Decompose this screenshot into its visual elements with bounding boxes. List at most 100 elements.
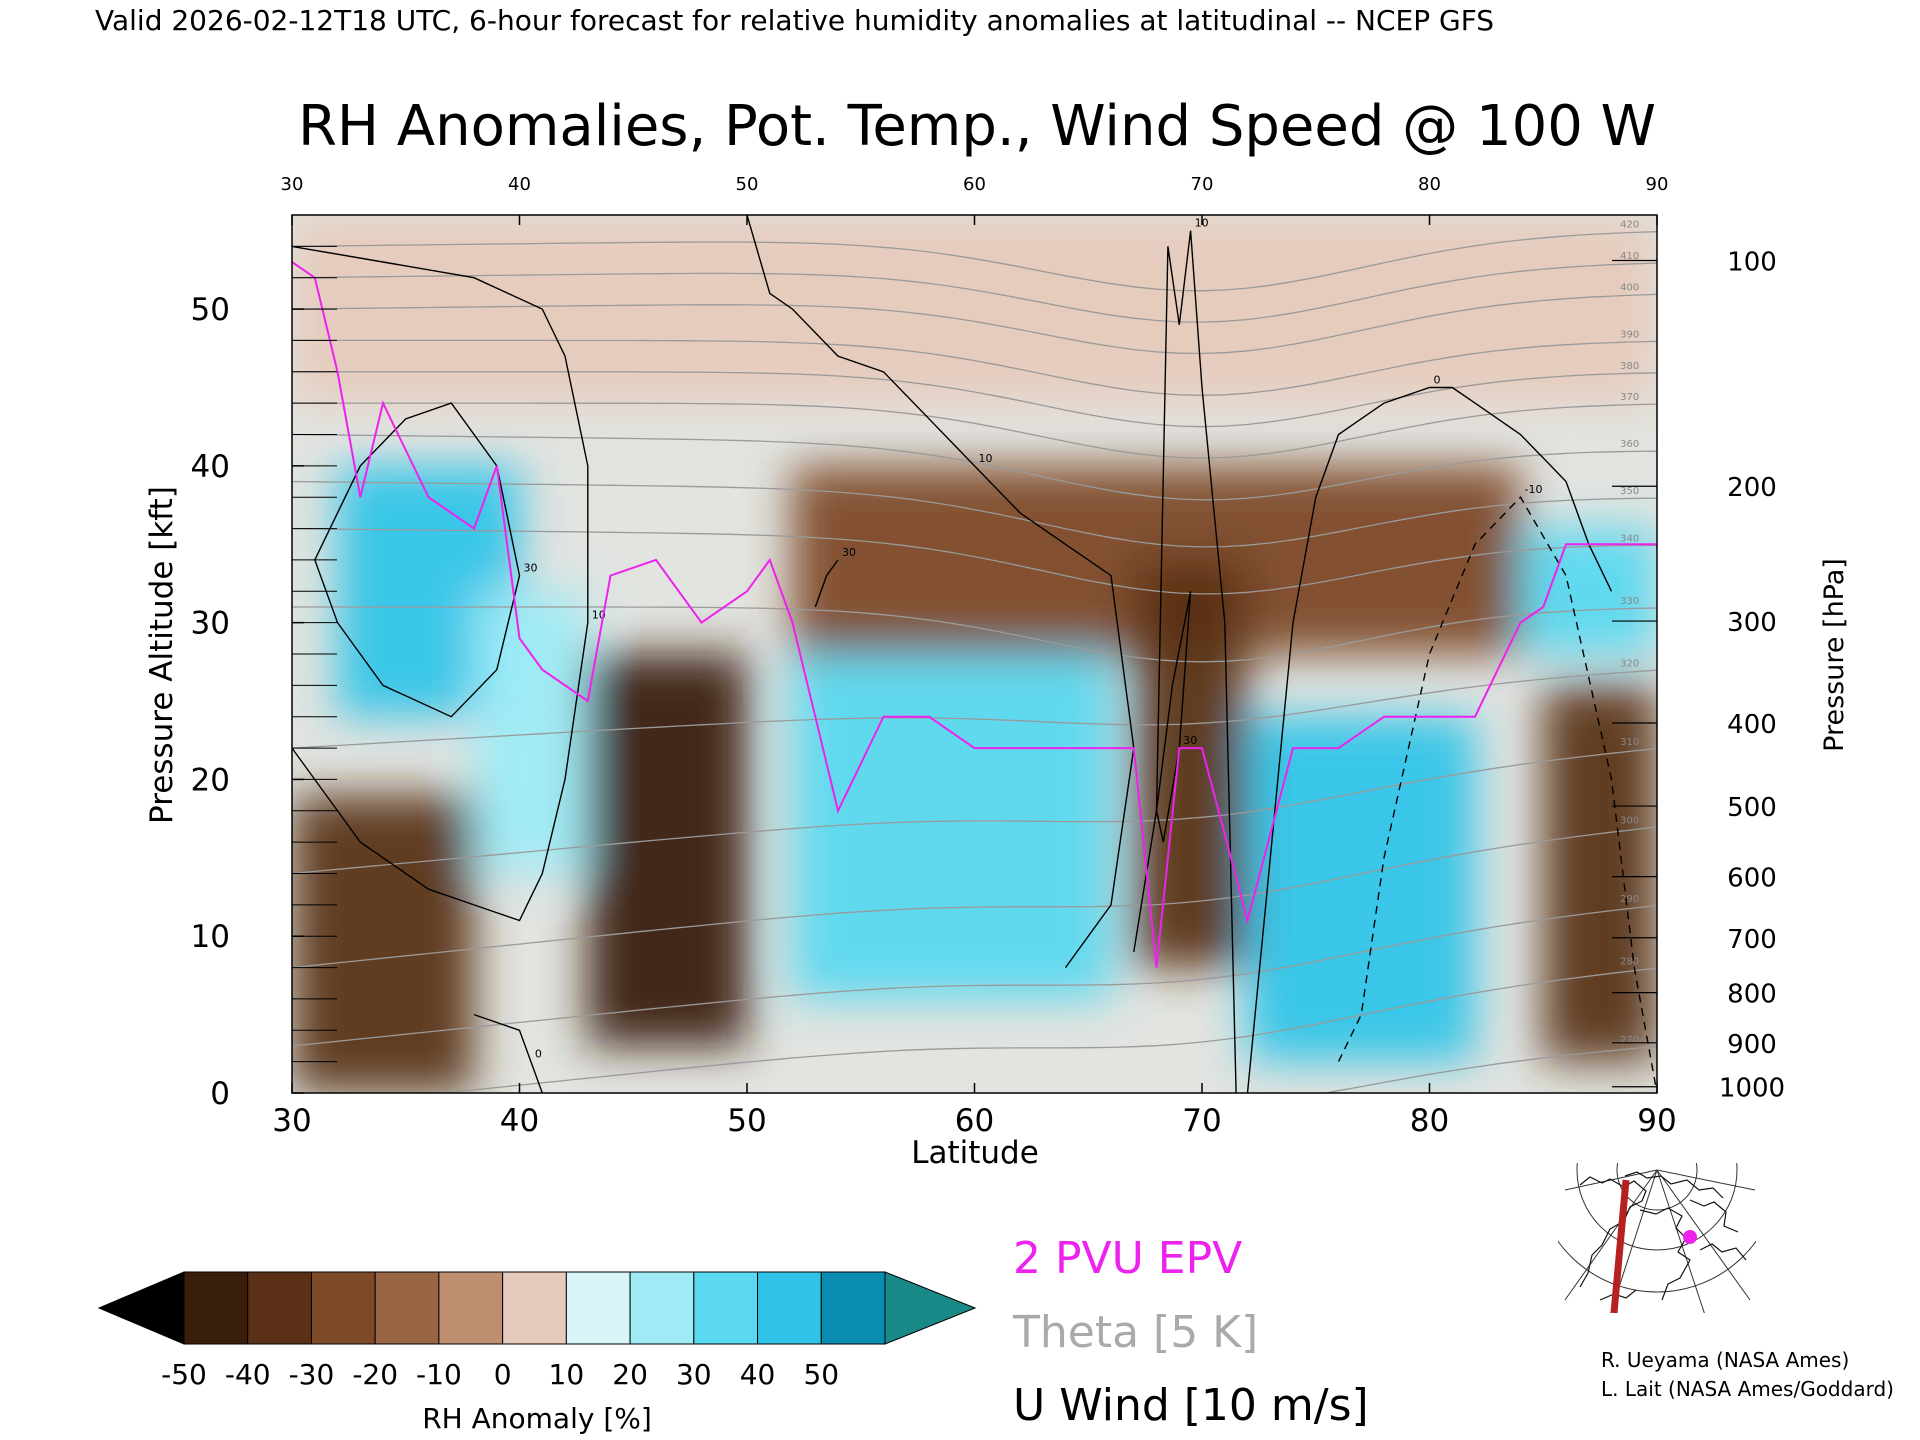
colorbar-swatch-7 (629, 1271, 695, 1345)
theta-label-400: 400 (1620, 282, 1639, 293)
u-wind-contour-3 (292, 245, 589, 922)
theta-contour-300 (292, 826, 1657, 969)
colorbar-swatch-9 (757, 1271, 822, 1345)
colorbar-under-arrow (97, 1271, 185, 1345)
x-tick-label-30: 30 (272, 1103, 311, 1139)
x-top-tick-label-60: 60 (963, 174, 986, 195)
colorbar-tick-label-10: 50 (803, 1358, 839, 1391)
rh-region-moist-upper-polar (1520, 528, 1657, 654)
y-tick-label-40: 40 (191, 449, 230, 485)
x-top-tick-label-80: 80 (1418, 174, 1441, 195)
location-marker (1683, 1230, 1697, 1244)
colorbar-tick-label-4: -10 (416, 1358, 462, 1391)
theta-contour-410 (292, 262, 1657, 323)
pv2-line-group (292, 261, 1657, 968)
colorbar-swatch-6 (565, 1271, 631, 1345)
theta-label-290: 290 (1620, 894, 1639, 905)
locator-map (1558, 1163, 1756, 1313)
u-wind-contour-1 (814, 559, 839, 608)
valid-line: Valid 2026-02-12T18 UTC, 6-hour forecast… (95, 4, 1494, 37)
rh-region-moist-52-66N (792, 654, 1111, 999)
theta-label-370: 370 (1620, 392, 1639, 403)
colorbar-swatch-1 (247, 1271, 312, 1345)
theta-label-310: 310 (1620, 737, 1639, 748)
chart-title: RH Anomalies, Pot. Temp., Wind Speed @ 1… (298, 94, 1656, 159)
p-tick-label-900: 900 (1727, 1030, 1777, 1060)
plot-area: 2702802903003103203303403503603703803904… (291, 214, 1658, 1094)
p-tick-label-800: 800 (1727, 980, 1777, 1010)
x-top-tick-label-30: 30 (281, 174, 304, 195)
x-tick-label-50: 50 (727, 1103, 766, 1139)
u-wind-contour-8 (1337, 496, 1657, 1093)
theta-contour-360 (292, 433, 1657, 501)
y2-axis-label: Pressure [hPa] (1819, 558, 1850, 752)
theta-contour-350 (292, 480, 1657, 548)
p-tick-label-100: 100 (1727, 247, 1777, 277)
colorbar-tick-label-1: -40 (225, 1358, 271, 1391)
theta-label-300: 300 (1620, 815, 1639, 826)
x-top-tick-label-50: 50 (736, 174, 759, 195)
u-wind-label-4: 10 (979, 452, 993, 465)
rh-anomaly-field (292, 215, 1657, 1093)
colorbar-swatch-0 (183, 1271, 249, 1345)
y-tick-label-20: 20 (191, 762, 230, 798)
rh-region-stratosphere-neutral (292, 215, 1657, 404)
legend-pv: 2 PVU EPV (1013, 1233, 1242, 1284)
colorbar-swatch-8 (693, 1271, 759, 1345)
colorbar-tick-label-9: 40 (740, 1358, 776, 1391)
theta-contour-270 (1322, 1045, 1657, 1093)
x-top-tick-label-70: 70 (1191, 174, 1214, 195)
theta-label-320: 320 (1620, 659, 1639, 670)
theta-label-270: 270 (1620, 1035, 1639, 1046)
theta-contour-290 (292, 904, 1657, 1047)
u-wind-label-1: 30 (842, 546, 856, 559)
u-wind-contour-5 (1133, 230, 1237, 1093)
theta-contour-370 (292, 402, 1657, 459)
axes: 3030404050506060707080809090010203040501… (191, 174, 1786, 1139)
u-wind-label-7: 0 (535, 1048, 542, 1061)
p-tick-label-1000: 1000 (1719, 1074, 1785, 1104)
theta-contour-330 (292, 606, 1657, 663)
colorbar-tick-label-5: 0 (494, 1358, 512, 1391)
colorbar: -50 -40 -30 -20 -10 0 10 20 30 40 50 (97, 1271, 977, 1391)
x-top-tick-label-90: 90 (1646, 174, 1669, 195)
x-tick-label-40: 40 (500, 1103, 539, 1139)
x-tick-label-90: 90 (1637, 1103, 1676, 1139)
credit-line-1: R. Ueyama (NASA Ames) (1601, 1348, 1849, 1372)
u-wind-contour-6 (1246, 386, 1613, 1093)
theta-contour-340 (292, 527, 1657, 595)
y-tick-label-30: 30 (191, 606, 230, 642)
theta-label-420: 420 (1620, 220, 1639, 231)
theta-contour-400 (292, 293, 1657, 355)
rh-region-dry-tongue-45N (587, 654, 747, 1046)
colorbar-swatch-10 (820, 1271, 886, 1345)
theta-label-410: 410 (1620, 251, 1639, 262)
colorbar-tick-label-8: 30 (676, 1358, 712, 1391)
u-wind-contour-0 (314, 402, 521, 718)
colorbar-over-arrow (884, 1271, 977, 1345)
x-axis-label: Latitude (911, 1135, 1039, 1171)
theta-label-280: 280 (1620, 957, 1639, 968)
p-tick-label-400: 400 (1727, 710, 1777, 740)
theta-contour-390 (292, 339, 1657, 396)
x-tick-label-60: 60 (955, 1103, 994, 1139)
p-tick-label-300: 300 (1727, 608, 1777, 638)
y-tick-label-0: 0 (210, 1076, 230, 1112)
p-tick-label-600: 600 (1727, 864, 1777, 894)
theta-label-390: 390 (1620, 329, 1639, 340)
theta-label-330: 330 (1620, 596, 1639, 607)
u-wind-label-8: -10 (1525, 483, 1543, 496)
rh-region-dry-86-90N (1543, 685, 1657, 1062)
u-wind-contour-7 (473, 1013, 543, 1093)
colorbar-tick-label-3: -20 (352, 1358, 398, 1391)
theta-label-380: 380 (1620, 361, 1639, 372)
u-wind-label-2: 30 (1183, 734, 1197, 747)
y-tick-label-10: 10 (191, 919, 230, 955)
p-tick-label-500: 500 (1727, 793, 1777, 823)
y-axis-label: Pressure Altitude [kft] (144, 486, 180, 824)
colorbar-tick-label-2: -30 (289, 1358, 335, 1391)
theta-contour-320 (292, 669, 1657, 749)
u-wind-label-0: 30 (524, 562, 538, 575)
x-top-tick-label-40: 40 (508, 174, 531, 195)
